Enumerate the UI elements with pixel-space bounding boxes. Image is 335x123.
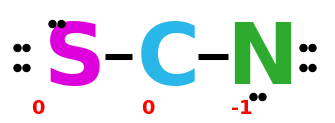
Circle shape — [259, 93, 266, 100]
Circle shape — [300, 64, 307, 71]
Circle shape — [58, 21, 65, 28]
Circle shape — [309, 64, 316, 71]
Circle shape — [23, 64, 30, 71]
Circle shape — [49, 21, 56, 28]
Circle shape — [23, 45, 30, 52]
Text: 0: 0 — [141, 99, 155, 117]
Circle shape — [300, 45, 307, 52]
Circle shape — [250, 93, 257, 100]
Text: -1: -1 — [231, 99, 253, 117]
Text: N: N — [226, 20, 298, 102]
Circle shape — [14, 64, 21, 71]
Circle shape — [14, 45, 21, 52]
Text: S: S — [44, 20, 106, 102]
Text: 0: 0 — [31, 99, 45, 117]
Circle shape — [309, 45, 316, 52]
Text: C: C — [136, 20, 200, 102]
